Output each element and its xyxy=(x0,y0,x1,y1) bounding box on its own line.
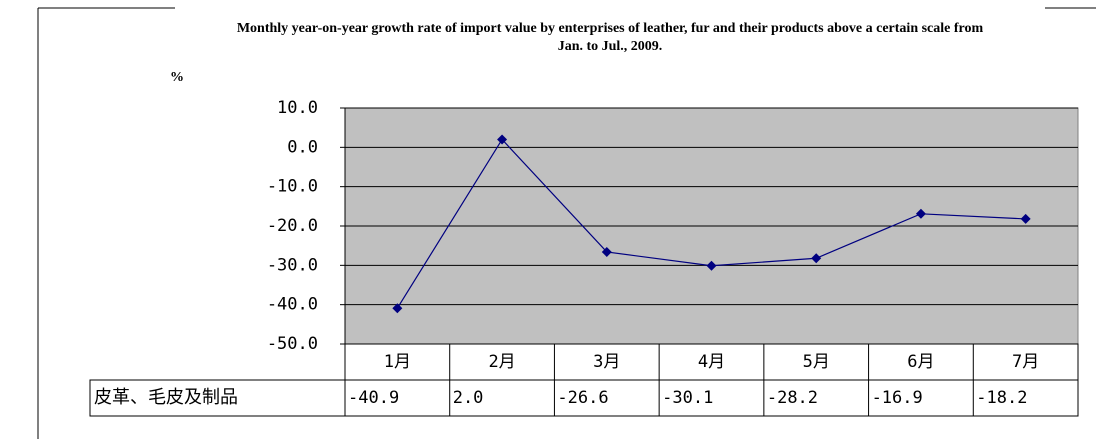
marker xyxy=(601,246,612,257)
x-tick-label: 7月 xyxy=(1012,352,1039,372)
x-tick-label: 4月 xyxy=(698,352,725,372)
chart-title: Monthly year-on-year growth rate of impo… xyxy=(236,21,984,54)
y-axis-label: % xyxy=(170,70,184,85)
table-value: -26.6 xyxy=(557,388,608,408)
table-value: -28.2 xyxy=(767,388,818,408)
y-tick-label: -30.0 xyxy=(267,255,318,275)
y-tick-label: -20.0 xyxy=(267,216,318,236)
x-tick-label: 1月 xyxy=(384,352,411,372)
marker xyxy=(915,208,926,219)
y-tick-label: -40.0 xyxy=(267,295,318,315)
series-name: 皮革、毛皮及制品 xyxy=(94,387,238,408)
x-tick-label: 3月 xyxy=(593,352,620,372)
y-tick-label: 0.0 xyxy=(287,137,318,157)
marker xyxy=(1020,213,1031,224)
y-tick-label: 10.0 xyxy=(277,98,318,118)
x-tick-label: 5月 xyxy=(803,352,830,372)
table-border xyxy=(89,379,346,417)
table-value: -40.9 xyxy=(348,388,399,408)
x-tick-label: 2月 xyxy=(488,352,515,372)
table-value: -16.9 xyxy=(872,388,923,408)
x-tick-label: 6月 xyxy=(907,352,934,372)
marker xyxy=(811,253,822,264)
title-box: Monthly year-on-year growth rate of impo… xyxy=(236,21,984,54)
table-value: 2.0 xyxy=(453,388,484,408)
y-tick-label: -10.0 xyxy=(267,177,318,197)
table-value: -30.1 xyxy=(662,388,713,408)
table-value: -18.2 xyxy=(976,388,1027,408)
marker xyxy=(392,303,403,314)
y-tick-label: -50.0 xyxy=(267,334,318,354)
marker xyxy=(706,260,717,271)
marker xyxy=(497,134,508,145)
